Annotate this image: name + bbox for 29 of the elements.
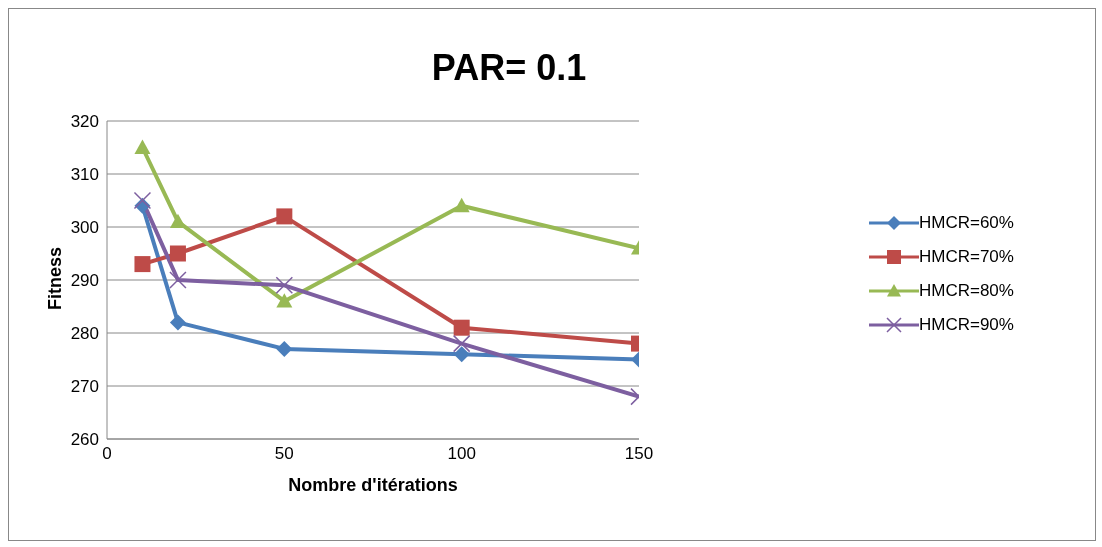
x-tick-label: 100 <box>447 444 476 464</box>
y-tick-label: 270 <box>70 377 99 397</box>
point <box>275 276 294 295</box>
point <box>276 293 293 308</box>
legend-label: HMCR=70% <box>919 247 1014 267</box>
legend-label: HMCR=80% <box>919 281 1014 301</box>
point <box>276 340 293 357</box>
y-tick-label: 320 <box>70 112 99 132</box>
point <box>169 271 187 289</box>
point <box>133 191 152 210</box>
x-tick-label: 0 <box>102 444 112 464</box>
y-tick-label: 290 <box>70 271 99 291</box>
x-axis-title: Nombre d'itérations <box>288 475 458 495</box>
x-tick-label: 50 <box>274 444 294 464</box>
y-tick-label: 260 <box>70 430 99 450</box>
point <box>134 256 151 273</box>
y-tick-label: 280 <box>70 324 99 344</box>
point <box>169 213 186 229</box>
point <box>134 139 151 154</box>
legend-label: HMCR=60% <box>919 213 1014 233</box>
y-axis-title: Fitness <box>45 246 66 310</box>
y-tick-label: 300 <box>70 218 99 238</box>
x-tick-label: 150 <box>624 444 654 464</box>
legend-label: HMCR=90% <box>919 315 1014 335</box>
point <box>276 208 293 225</box>
point <box>169 314 186 331</box>
y-tick-label: 310 <box>70 165 99 185</box>
point <box>169 245 186 262</box>
chart-title: PAR= 0.1 <box>430 47 588 89</box>
